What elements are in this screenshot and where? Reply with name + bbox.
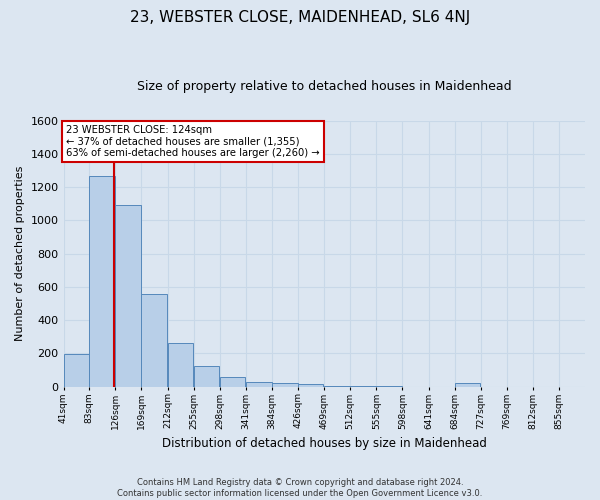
Bar	[272, 384, 298, 386]
Bar	[194, 366, 220, 386]
X-axis label: Distribution of detached houses by size in Maidenhead: Distribution of detached houses by size …	[162, 437, 487, 450]
Y-axis label: Number of detached properties: Number of detached properties	[15, 166, 25, 342]
Bar	[142, 294, 167, 386]
Bar	[298, 384, 323, 386]
Bar	[455, 384, 481, 386]
Bar	[220, 377, 245, 386]
Text: Contains HM Land Registry data © Crown copyright and database right 2024.
Contai: Contains HM Land Registry data © Crown c…	[118, 478, 482, 498]
Bar	[89, 176, 115, 386]
Text: 23, WEBSTER CLOSE, MAIDENHEAD, SL6 4NJ: 23, WEBSTER CLOSE, MAIDENHEAD, SL6 4NJ	[130, 10, 470, 25]
Bar	[246, 382, 272, 386]
Bar	[167, 342, 193, 386]
Title: Size of property relative to detached houses in Maidenhead: Size of property relative to detached ho…	[137, 80, 512, 93]
Bar	[115, 204, 141, 386]
Text: 23 WEBSTER CLOSE: 124sqm
← 37% of detached houses are smaller (1,355)
63% of sem: 23 WEBSTER CLOSE: 124sqm ← 37% of detach…	[66, 124, 320, 158]
Bar	[64, 354, 89, 386]
